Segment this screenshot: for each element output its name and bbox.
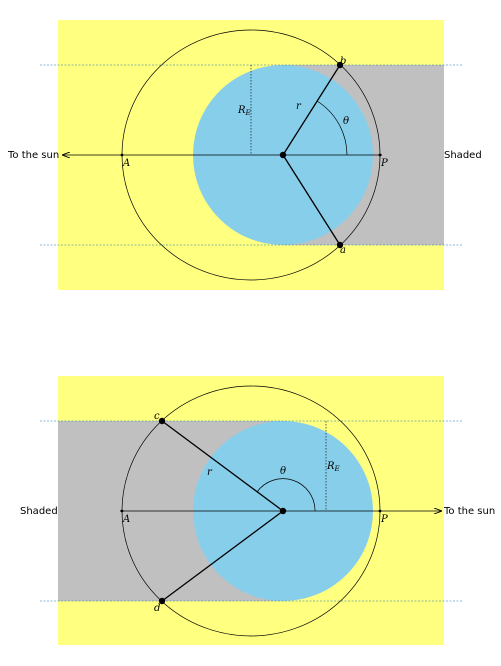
bottom-label-RE: RE	[326, 461, 340, 473]
top-sun-label: To the sun	[7, 150, 59, 161]
top-label-RE-main: R	[237, 105, 246, 116]
top-radius-to-a	[282, 154, 341, 246]
top-panel: To the sun Shaded A P b a r θ RE	[7, 20, 482, 290]
top-shade-label: Shaded	[444, 150, 482, 161]
bottom-focus-point	[279, 507, 287, 515]
bottom-label-A: A	[122, 514, 130, 525]
bottom-point-A	[120, 509, 124, 513]
bottom-shade-label: Shaded	[20, 506, 58, 517]
bottom-theta-arc	[256, 478, 316, 512]
bottom-point-d	[158, 597, 166, 605]
bottom-label-r: r	[207, 467, 213, 478]
top-label-b: b	[340, 56, 346, 67]
top-focus-point	[279, 151, 287, 159]
bottom-sun-label: To the sun	[443, 506, 495, 517]
top-label-P: P	[380, 158, 388, 169]
top-point-a	[336, 241, 344, 249]
top-theta-arc	[316, 100, 348, 156]
top-label-theta: θ	[343, 116, 349, 127]
top-label-r: r	[296, 101, 302, 112]
top-label-RE: RE	[237, 105, 251, 117]
bottom-radius-to-d	[161, 510, 284, 602]
top-point-A	[120, 153, 124, 157]
bottom-label-RE-sub: E	[334, 465, 340, 473]
top-radius-to-b	[282, 64, 341, 156]
top-point-b	[336, 61, 344, 69]
bottom-label-d: d	[154, 603, 160, 614]
top-label-a: a	[340, 245, 346, 256]
bottom-point-c	[158, 417, 166, 425]
bottom-label-theta: θ	[280, 466, 286, 477]
bottom-label-RE-main: R	[326, 461, 335, 472]
bottom-point-P	[378, 509, 382, 513]
top-label-A: A	[122, 158, 130, 169]
top-point-P	[378, 153, 382, 157]
bottom-radius-to-c	[161, 420, 284, 512]
top-label-RE-sub: E	[245, 109, 251, 117]
bottom-label-c: c	[154, 411, 160, 422]
bottom-panel: Shaded To the sun A P c d r θ RE	[20, 376, 495, 645]
bottom-label-P: P	[380, 514, 388, 525]
